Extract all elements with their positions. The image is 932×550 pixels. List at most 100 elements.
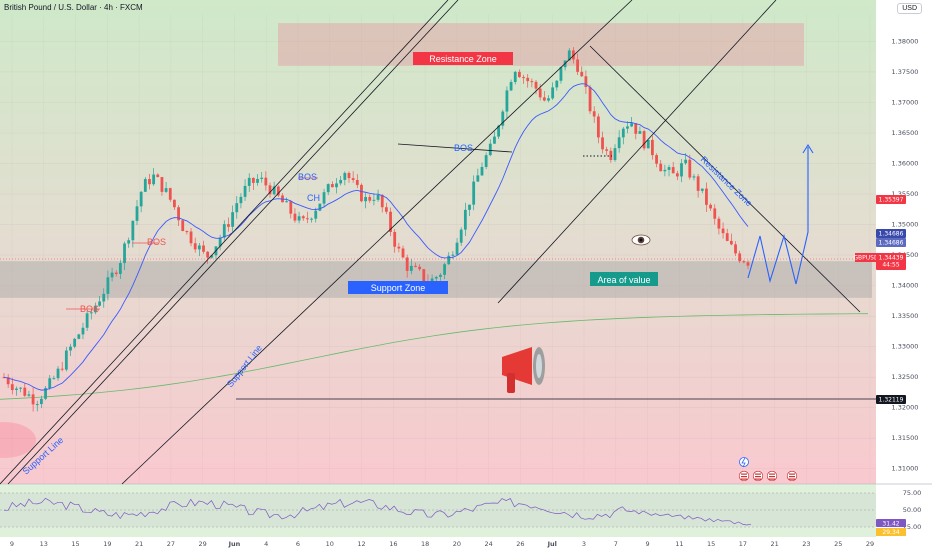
time-tick-label: 20 (453, 540, 461, 548)
time-tick-label: 16 (389, 540, 397, 548)
price-tag-ma-bg (876, 195, 906, 204)
candle-body (530, 81, 534, 83)
candle-body (135, 206, 139, 221)
rsi-value-tag-2: 29.34 (882, 529, 899, 536)
flag-stripe (769, 478, 775, 480)
trend-line[interactable] (121, 0, 633, 485)
candle-body (617, 137, 621, 149)
flag-stripe (789, 476, 795, 478)
candle-body (102, 293, 106, 302)
candle-body (293, 213, 297, 221)
candle-body (106, 277, 110, 294)
candle-body (459, 229, 463, 243)
time-tick-label: 15 (707, 540, 715, 548)
support-zone-label-bg (348, 281, 448, 294)
price-tick-label: 1.38000 (892, 37, 919, 45)
price-tick-label: 1.34000 (892, 282, 919, 290)
trend-line[interactable] (497, 0, 777, 304)
lightning-icon[interactable] (739, 457, 749, 467)
trend-line[interactable] (0, 0, 449, 485)
candle-body (721, 228, 725, 234)
candle-body (655, 155, 658, 164)
candle-body (139, 191, 143, 207)
candle-body (729, 240, 733, 245)
candle-body (684, 159, 688, 164)
resistance-zone-box[interactable] (278, 23, 804, 66)
time-tick-label: Jul (547, 540, 557, 548)
candle-body (700, 188, 704, 191)
time-tick-label: 23 (802, 540, 810, 548)
price-tag-level: 1.32119 (879, 397, 904, 404)
trend-line[interactable] (7, 0, 459, 485)
candle-body (210, 255, 214, 258)
trend-line[interactable] (589, 45, 861, 313)
candle-body (468, 204, 471, 210)
candle-body (310, 218, 313, 220)
price-tick-label: 1.37500 (892, 68, 919, 76)
candle-body (301, 216, 305, 219)
candle-body (384, 207, 388, 212)
candle-body (592, 111, 596, 117)
candle-body (181, 220, 185, 232)
flag-stripe (769, 473, 775, 475)
candle-body (422, 269, 426, 282)
candle-body (218, 237, 222, 247)
candle-body (189, 231, 193, 244)
time-tick-label: 19 (103, 540, 111, 548)
candle-body (542, 97, 546, 101)
rsi-tick-label: 50.00 (903, 506, 922, 514)
rsi-pane-background (0, 484, 876, 540)
candle-body (40, 398, 43, 405)
time-tick-label: 3 (582, 540, 586, 548)
eye-icon (631, 234, 651, 246)
price-tick-label: 1.31500 (892, 434, 919, 442)
candle-body (131, 220, 135, 241)
pink-highlight-shape (0, 422, 36, 458)
candle-body (742, 261, 746, 263)
candle-body (576, 59, 579, 72)
trend-line[interactable] (397, 143, 513, 153)
candle-body (168, 188, 172, 200)
candle-body (118, 263, 122, 274)
main-pane-background (0, 0, 876, 484)
candle-body (77, 334, 81, 339)
candle-body (239, 196, 243, 204)
price-tag-last: 1.34439 (879, 255, 904, 262)
candle-body (463, 209, 467, 230)
candle-body (160, 177, 164, 192)
candle-body (513, 71, 517, 83)
candle-body (651, 139, 654, 156)
projection-path[interactable] (747, 147, 809, 285)
rsi-line (3, 497, 752, 526)
candle-body (127, 240, 131, 244)
price-tick-label: 1.35000 (892, 221, 919, 229)
candle-body (709, 204, 712, 209)
rsi-value-tag-2-bg (876, 528, 906, 536)
candle-body (202, 245, 205, 252)
currency-button[interactable]: USD (897, 3, 922, 14)
candle-body (725, 233, 729, 241)
rsi-tick-label: 75.00 (903, 489, 922, 497)
candle-body (322, 192, 326, 204)
price-tick-label: 1.32500 (892, 373, 919, 381)
candle-body (680, 163, 683, 177)
candle-body (52, 378, 56, 380)
candle-body (696, 176, 700, 191)
candle-body (231, 212, 235, 227)
candle-body (19, 387, 23, 389)
time-tick-label: 6 (296, 540, 300, 548)
candle-body (364, 197, 368, 202)
symbol-title[interactable]: British Pound / U.S. Dollar · 4h · FXCM (4, 3, 143, 12)
price-tag-last-timer: 44:55 (882, 262, 899, 269)
candle-body (177, 207, 180, 221)
candle-body (663, 169, 667, 172)
candle-body (393, 231, 397, 247)
candle-body (584, 76, 588, 88)
bos-label: BOS (298, 172, 317, 182)
time-tick-label: 17 (739, 540, 747, 548)
candle-body (148, 179, 151, 185)
candle-body (509, 82, 513, 91)
candle-body (713, 208, 717, 219)
